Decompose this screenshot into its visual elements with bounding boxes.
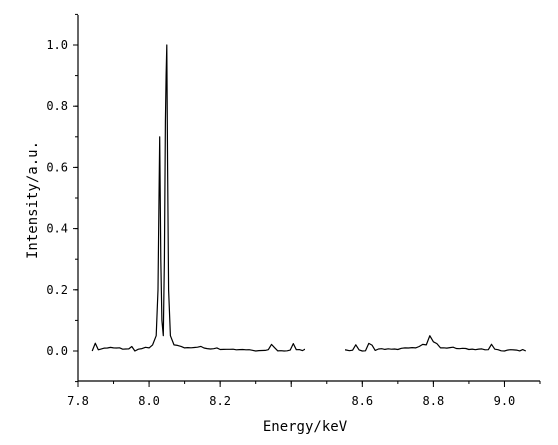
x-tick-label: 8.0: [138, 394, 160, 408]
spectrum-line: [91, 44, 527, 352]
y-axis-ticks: 0.0 0.2 0.4 0.6 0.8 1.0: [46, 13, 78, 383]
axis-break-gap: [305, 340, 345, 360]
axes: [77, 15, 540, 382]
x-tick-label: 8.6: [351, 394, 373, 408]
y-tick-label: 0.6: [46, 160, 68, 174]
x-tick-label: 8.2: [209, 394, 231, 408]
x-tick-label: 8.8: [423, 394, 445, 408]
x-axis-label: Energy/keV: [263, 419, 348, 435]
y-tick-label: 0.4: [46, 222, 68, 236]
y-tick-label: 0.8: [46, 99, 68, 113]
x-axis-ticks: 7.8 8.0 8.2 8.6 8.8 9.0: [67, 381, 541, 408]
x-tick-label: 7.8: [67, 394, 89, 408]
plot-area: [91, 44, 527, 360]
y-tick-label: 0.0: [46, 344, 68, 358]
y-axis-label: Intensity/a.u.: [25, 141, 41, 259]
x-tick-label: 9.0: [494, 394, 516, 408]
y-tick-label: 0.2: [46, 283, 68, 297]
y-tick-label: 1.0: [46, 38, 68, 52]
